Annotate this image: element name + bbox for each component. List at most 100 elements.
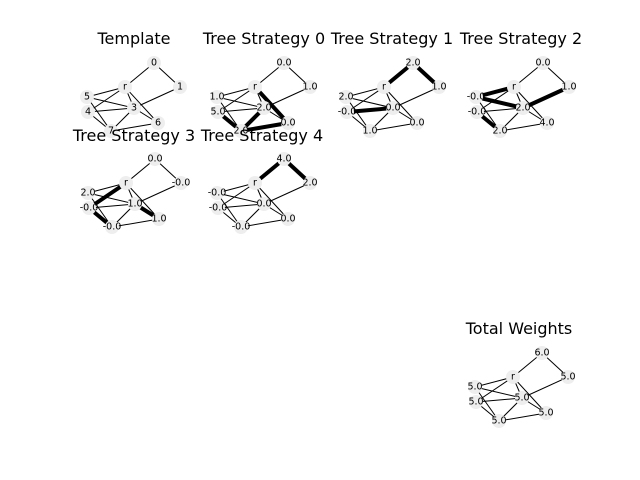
graph-node-r: r [248,176,262,190]
node-label: 4 [85,107,91,118]
node-label: 0.0 [256,199,271,210]
node-marker [377,80,391,94]
node-label: 1.0 [431,82,446,93]
graph-node-6: 0.0 [280,212,296,226]
node-marker [535,346,549,360]
graph-node-1: 1.0 [561,80,577,94]
graph-node-7: 5.0 [491,414,507,428]
node-marker [386,101,400,115]
graph-node-3: 0.0 [256,197,272,211]
edge [498,412,547,422]
graph-node-4: -0.0 [80,201,99,215]
edge [474,386,523,399]
node-label: 1.0 [561,82,576,93]
node-label: 5.0 [210,107,225,118]
node-label: 1.0 [362,126,377,137]
graph-node-5: -0.0 [467,90,486,104]
node-label: -0.0 [232,222,251,233]
node-marker [340,105,354,119]
node-label: 1.0 [302,82,317,93]
node-label: 1.0 [127,199,142,210]
graph-node-5: 5.0 [467,380,483,394]
graph-node-5: 2.0 [338,90,354,104]
graph-node-6: 6 [151,116,165,130]
node-label: 0.0 [385,103,400,114]
node-marker [516,101,530,115]
graph-node-0: 4.0 [276,152,292,166]
graph-node-0: 0.0 [276,56,292,70]
edge [216,192,265,205]
node-marker [234,124,248,138]
node-marker [515,391,529,405]
edge [110,122,159,132]
node-marker [493,124,507,138]
graph-node-1: 5.0 [560,370,576,384]
node-label: 6.0 [534,348,549,359]
node-label: 2.0 [338,92,353,103]
node-label: -0.0 [338,107,357,118]
edge [345,96,394,109]
graph-node-4: -0.0 [338,105,357,119]
graph-node-5: -0.0 [208,186,226,200]
node-label: 2.0 [492,126,507,137]
edge [217,107,265,113]
node-group: 0.0 1.0 2.0 -0.0 -0.0 4.0 2.0 r [467,56,577,138]
panel-tree-strategy-4: Tree Strategy 4 4.0 2.0 0.0 -0.0 -0.0 0.0 -0.0 r [200,126,323,234]
panel-title: Total Weights [465,319,573,338]
node-marker [151,116,165,130]
edge [240,218,289,228]
node-marker [210,90,224,104]
node-label: 0.0 [409,118,424,129]
graph-node-r: r [506,370,520,384]
node-marker [506,370,520,384]
bold-edge [240,121,289,133]
graph-node-7: 2.0 [492,124,508,138]
node-marker [540,116,554,130]
graph-node-3: 0.0 [385,101,401,115]
edge [369,122,418,132]
graph-node-r: r [118,80,132,94]
node-label: r [253,178,257,189]
graph-node-0: 0.0 [147,152,163,166]
edge-group [216,62,311,133]
node-group: 4.0 2.0 0.0 -0.0 -0.0 0.0 -0.0 r [208,152,318,234]
node-label: -0.0 [80,203,99,214]
node-label: -0.0 [467,92,486,103]
node-marker [257,101,271,115]
panel-tree-strategy-3: Tree Strategy 3 0.0 -0.0 1.0 -0.0 2.0 1.0 -0.0 r [72,126,195,234]
node-marker [147,56,161,70]
node-group: 6.0 5.0 5.0 5.0 5.0 5.0 5.0 r [467,346,576,428]
graph-node-1: 1 [173,80,187,94]
edge [475,397,523,403]
node-label: r [382,82,386,93]
node-label: r [511,372,515,383]
edge [88,203,136,209]
graph-node-r: r [119,176,133,190]
node-marker [507,80,521,94]
edge-group [216,157,312,228]
node-label: -0.0 [209,203,228,214]
node-label: 2.0 [256,103,271,114]
node-marker [469,395,483,409]
node-label: 2.0 [233,126,248,137]
graph-node-3: 5.0 [514,391,530,405]
node-marker [148,152,162,166]
node-label: r [253,82,257,93]
node-marker [173,80,187,94]
node-marker [127,101,141,115]
edge [499,122,548,132]
panel-tree-strategy-2: Tree Strategy 2 0.0 1.0 2.0 -0.0 -0.0 4.0 2.0 r [459,29,582,138]
node-label: 4.0 [276,154,291,165]
node-marker [257,197,271,211]
node-label: -0.0 [103,222,122,233]
node-marker [492,414,506,428]
graph-node-0: 6.0 [534,346,550,360]
graph-node-7: 7 [104,124,118,138]
node-label: 1 [177,82,183,93]
panel-title: Tree Strategy 0 [202,29,325,48]
node-label: 3 [131,103,137,114]
graph-node-r: r [507,80,521,94]
node-marker [363,124,377,138]
node-label: 0.0 [280,118,295,129]
node-label: 2.0 [80,188,95,199]
